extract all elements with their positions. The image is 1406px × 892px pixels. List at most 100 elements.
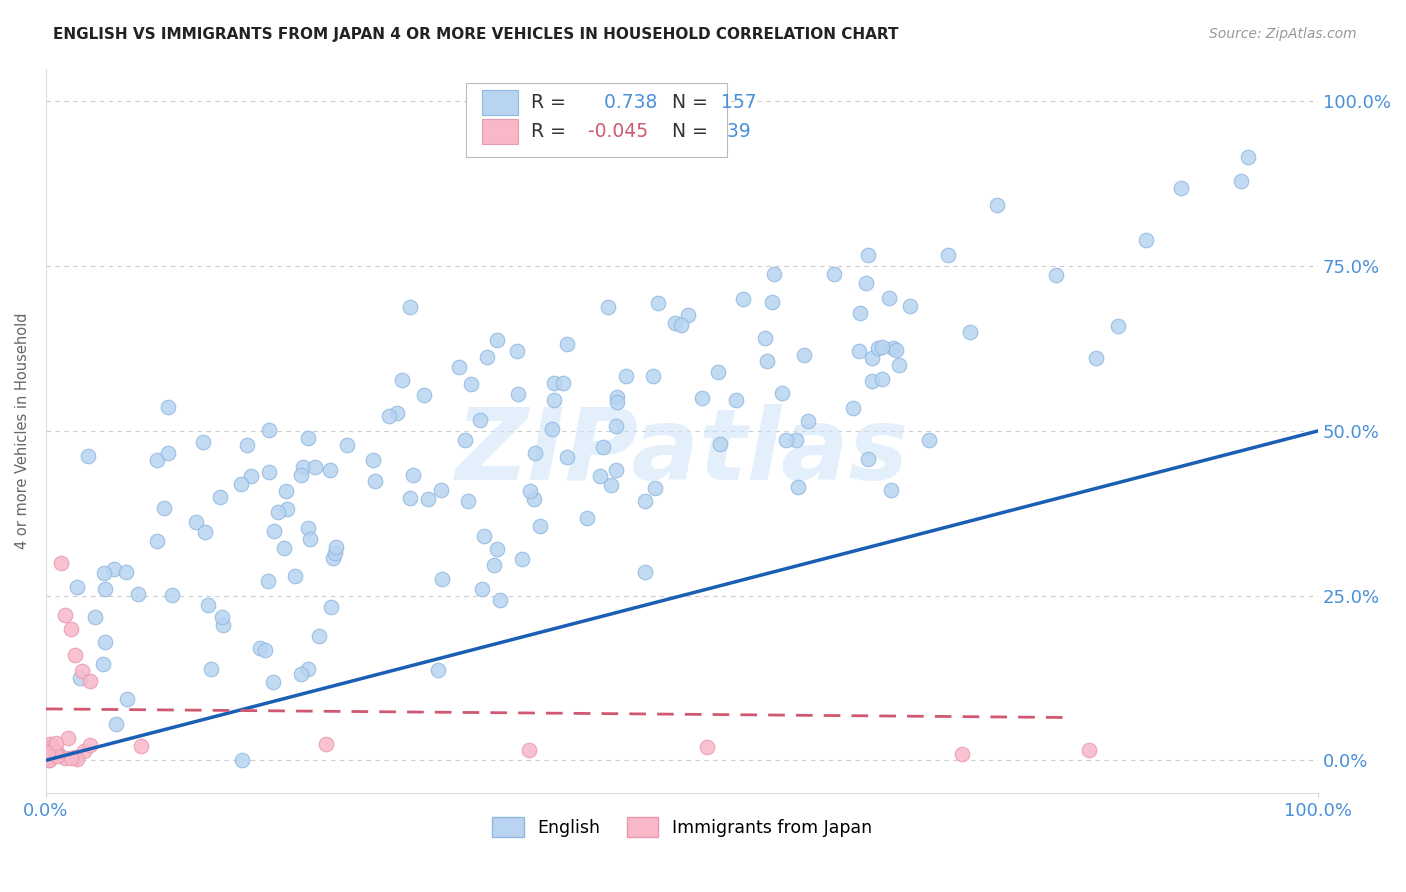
Point bbox=[94, 582, 117, 597]
Point bbox=[823, 267, 845, 281]
Point bbox=[775, 433, 797, 447]
Point bbox=[231, 753, 253, 767]
FancyBboxPatch shape bbox=[465, 83, 727, 157]
Point bbox=[257, 423, 280, 437]
Point bbox=[1084, 351, 1107, 365]
Point bbox=[416, 491, 439, 506]
Point bbox=[986, 197, 1008, 211]
Point bbox=[523, 491, 546, 506]
Point bbox=[664, 316, 686, 330]
Text: R =: R = bbox=[530, 93, 565, 112]
Point bbox=[322, 551, 344, 566]
Point bbox=[506, 387, 529, 401]
Point bbox=[841, 401, 863, 415]
Point bbox=[900, 299, 922, 313]
FancyBboxPatch shape bbox=[482, 90, 517, 115]
Point bbox=[936, 248, 959, 262]
Point bbox=[589, 468, 612, 483]
Point bbox=[297, 662, 319, 676]
Point bbox=[378, 409, 401, 424]
Point bbox=[319, 462, 342, 476]
Text: ZIPatlas: ZIPatlas bbox=[456, 404, 908, 501]
Point bbox=[486, 334, 509, 348]
Point bbox=[290, 467, 312, 482]
Point bbox=[104, 717, 127, 731]
Point bbox=[262, 675, 284, 690]
Point bbox=[592, 440, 614, 454]
Point bbox=[56, 731, 79, 745]
Point bbox=[263, 524, 285, 539]
Point bbox=[576, 510, 599, 524]
Point bbox=[249, 641, 271, 656]
Point bbox=[770, 386, 793, 401]
Point bbox=[200, 662, 222, 676]
Point bbox=[543, 376, 565, 390]
Point bbox=[401, 468, 423, 483]
Point bbox=[678, 309, 700, 323]
Text: N =: N = bbox=[661, 93, 709, 112]
Point bbox=[44, 735, 66, 749]
Point bbox=[115, 565, 138, 579]
Point bbox=[146, 533, 169, 548]
Point bbox=[335, 438, 357, 452]
Point bbox=[555, 450, 578, 464]
Point bbox=[1045, 268, 1067, 283]
Point bbox=[849, 306, 872, 320]
Y-axis label: 4 or more Vehicles in Household: 4 or more Vehicles in Household bbox=[15, 312, 30, 549]
Point bbox=[76, 449, 98, 463]
Point bbox=[284, 568, 307, 582]
Point bbox=[643, 368, 665, 383]
Point bbox=[671, 318, 693, 332]
Point bbox=[156, 446, 179, 460]
Point bbox=[156, 401, 179, 415]
Point bbox=[325, 540, 347, 554]
Point bbox=[606, 390, 628, 404]
Point bbox=[950, 747, 973, 761]
Point bbox=[42, 743, 65, 757]
Point bbox=[197, 599, 219, 613]
Point bbox=[45, 746, 67, 760]
Point bbox=[761, 294, 783, 309]
Point bbox=[39, 744, 62, 758]
Point bbox=[186, 515, 208, 529]
Point bbox=[51, 556, 73, 570]
Point bbox=[53, 608, 76, 623]
Point bbox=[860, 374, 883, 388]
Point bbox=[37, 741, 59, 756]
Point bbox=[614, 369, 637, 384]
Point bbox=[524, 446, 547, 460]
Point bbox=[38, 740, 60, 755]
Point bbox=[453, 434, 475, 448]
Point bbox=[647, 296, 669, 310]
Point bbox=[877, 291, 900, 305]
Point bbox=[315, 737, 337, 751]
Point bbox=[276, 501, 298, 516]
Point bbox=[787, 480, 810, 494]
Point bbox=[115, 692, 138, 706]
Point bbox=[274, 484, 297, 499]
Point bbox=[53, 751, 76, 765]
Point bbox=[70, 665, 93, 679]
Point bbox=[38, 753, 60, 767]
Point bbox=[785, 433, 807, 447]
Point bbox=[66, 580, 89, 594]
Point bbox=[211, 609, 233, 624]
Point bbox=[754, 331, 776, 345]
Point bbox=[208, 491, 231, 505]
Point bbox=[146, 453, 169, 467]
Point bbox=[519, 484, 541, 499]
Point bbox=[634, 565, 657, 579]
Point bbox=[60, 751, 83, 765]
Point bbox=[1230, 173, 1253, 187]
Point bbox=[505, 344, 527, 359]
Text: 157: 157 bbox=[716, 93, 756, 112]
Point bbox=[304, 459, 326, 474]
Point bbox=[510, 551, 533, 566]
Point bbox=[696, 740, 718, 755]
Point bbox=[709, 437, 731, 451]
Point bbox=[363, 452, 385, 467]
Point bbox=[42, 740, 65, 755]
Point bbox=[41, 739, 63, 753]
Point bbox=[273, 541, 295, 555]
Point bbox=[38, 753, 60, 767]
